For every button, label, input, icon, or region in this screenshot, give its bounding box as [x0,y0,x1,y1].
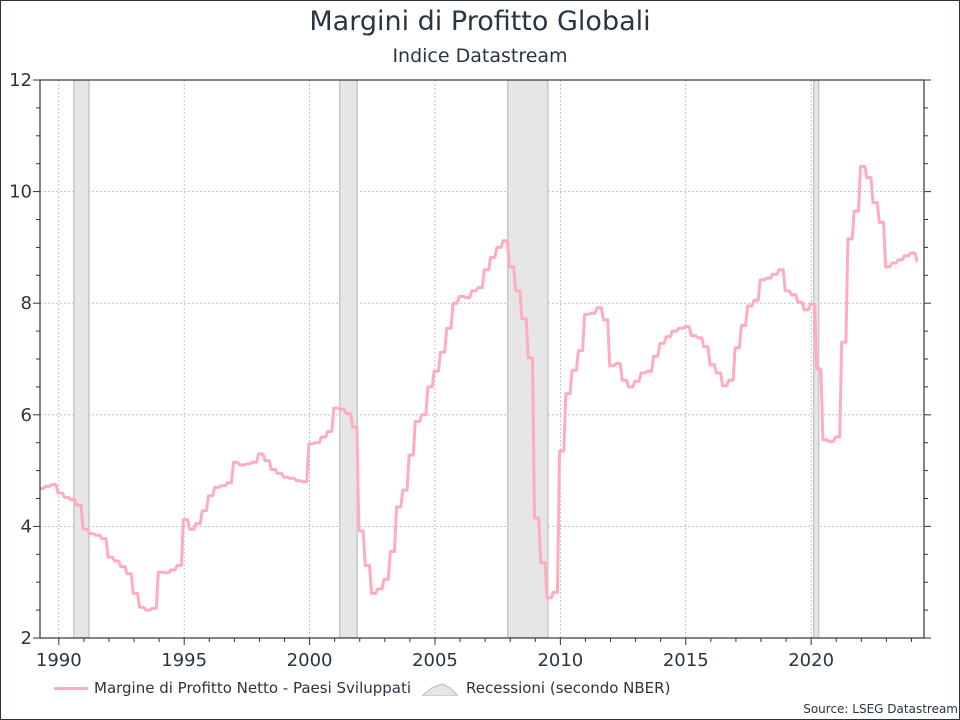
recession-band [73,80,90,638]
chart-title: Margini di Profitto Globali [309,6,651,37]
recession-band [338,80,358,638]
series-line [40,165,919,612]
plot-border [39,79,925,639]
legend-label-margin: Margine di Profitto Netto - Paesi Svilup… [94,679,412,697]
recession-bands [73,80,820,638]
y-tick-label: 2 [21,628,32,649]
legend-label-recession: Recessioni (secondo NBER) [466,679,671,697]
grid-layer [40,79,924,639]
y-tick-label: 4 [21,516,32,537]
y-tick-label: 12 [9,70,32,91]
legend-line-swatch [54,687,88,690]
y-tick-label: 10 [9,182,32,203]
x-tick-label: 1990 [36,650,82,671]
legend-area-swatch [422,683,458,696]
x-tick-label: 1995 [161,650,207,671]
axes-layer: 2 4 6 8 10 12 1990 1995 2000 2005 2010 2015 2020 [9,70,931,671]
x-tick-label: 2020 [788,650,834,671]
y-tick-label: 8 [21,293,32,314]
series-layer [40,165,919,612]
x-tick-label: 2000 [287,650,333,671]
chart-subtitle: Indice Datastream [392,45,568,67]
x-tick-label: 2010 [537,650,583,671]
x-tick-label: 2015 [663,650,709,671]
x-tick-label: 2005 [412,650,458,671]
y-tick-label: 6 [21,405,32,426]
source-note: Source: LSEG Datastream [803,702,958,716]
